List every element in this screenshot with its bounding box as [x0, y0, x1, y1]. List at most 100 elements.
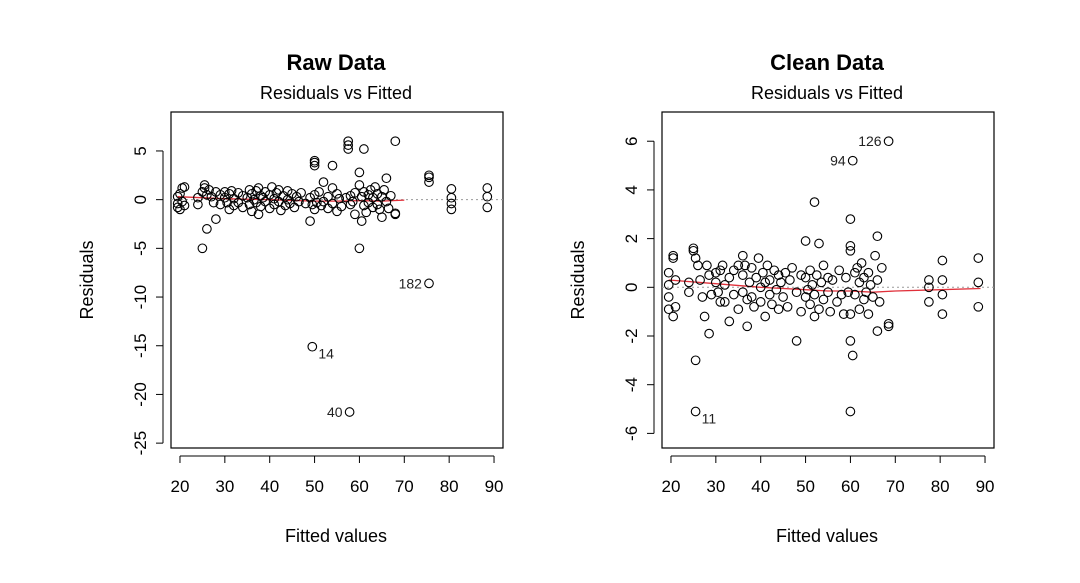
clean-data-residual-point — [697, 292, 708, 302]
clean-data-residual-point — [764, 275, 775, 285]
raw-data-x-tick-label: 30 — [215, 477, 234, 496]
clean-data-residual-point — [717, 260, 728, 271]
raw-data-residual-point — [332, 188, 342, 199]
raw-data-plot-frame — [170, 111, 504, 449]
clean-data-residual-point — [728, 265, 739, 276]
raw-data-residual-point — [280, 200, 291, 211]
clean-data-point-annotation: 11 — [702, 410, 717, 426]
clean-data-residual-point — [937, 309, 948, 319]
raw-data-residual-point — [424, 278, 434, 289]
raw-data-residual-point — [246, 206, 257, 217]
clean-data-residual-point — [805, 265, 815, 276]
raw-data-y-tick-label: -20 — [131, 382, 150, 407]
raw-data-residual-point — [361, 207, 372, 218]
clean-data-residual-point — [787, 262, 797, 273]
clean-data-residual-point — [883, 321, 894, 332]
raw-data-residual-point — [356, 216, 367, 226]
clean-data-residual-point — [702, 260, 712, 271]
clean-data-residual-point — [859, 294, 869, 305]
clean-data-x-tick-label: 60 — [841, 477, 860, 496]
raw-data-x-tick-label: 40 — [260, 477, 279, 496]
clean-data-residual-point — [684, 287, 694, 298]
raw-data-residual-point — [347, 196, 358, 207]
raw-data-residual-point — [377, 212, 387, 223]
clean-data-residual-point — [836, 289, 847, 300]
clean-data-residual-point — [733, 260, 744, 271]
raw-data-residual-point — [179, 182, 190, 192]
clean-data-residual-point — [670, 275, 681, 285]
clean-data-residual-point — [737, 287, 748, 298]
clean-data-residual-point — [845, 214, 856, 224]
clean-data-residual-point — [823, 287, 833, 298]
clean-data-points — [663, 136, 984, 417]
clean-data-residual-point — [760, 311, 771, 322]
raw-data-smoother-line — [177, 196, 405, 202]
clean-data-residual-point — [883, 136, 894, 147]
raw-data-residual-point — [344, 407, 355, 417]
clean-data-residual-point — [841, 272, 851, 283]
clean-data-residual-point — [693, 260, 703, 271]
clean-data-subtitle: Residuals vs Fitted — [751, 83, 903, 103]
raw-data-residual-point — [482, 202, 493, 213]
clean-data-y-tick-label: -4 — [622, 377, 641, 392]
clean-data-residual-point — [684, 277, 694, 288]
clean-data-residual-point — [728, 289, 739, 300]
clean-data-residual-point — [704, 270, 714, 280]
raw-data-residual-point — [370, 182, 380, 192]
raw-data-residual-point — [372, 199, 383, 210]
clean-data-residual-point — [800, 236, 811, 246]
raw-data-residual-point — [314, 187, 324, 197]
raw-data-residual-point — [202, 189, 212, 200]
clean-data-residual-point — [809, 311, 820, 322]
raw-data-residual-point — [383, 203, 394, 214]
raw-data-residual-point — [296, 187, 306, 198]
clean-data-residual-point — [690, 406, 701, 417]
raw-data-residual-point — [323, 191, 333, 202]
clean-data-residual-point — [834, 265, 845, 276]
clean-data-residual-point — [937, 275, 948, 285]
raw-data-residual-point — [211, 214, 221, 224]
clean-data-residual-point — [663, 292, 674, 302]
clean-data-x-axis-label: Fitted values — [776, 526, 878, 546]
clean-data-residual-point — [872, 231, 883, 242]
raw-data-residual-point — [446, 184, 457, 194]
clean-data-residual-point — [845, 309, 856, 319]
clean-data-residual-point — [782, 301, 793, 312]
clean-data-residual-point — [973, 301, 984, 312]
raw-data-residual-point — [294, 196, 304, 207]
clean-data-residual-point — [733, 304, 744, 315]
raw-data-residual-point — [424, 177, 434, 187]
clean-data-residual-point — [973, 253, 984, 263]
raw-data-residual-point — [446, 198, 457, 209]
raw-data-title: Raw Data — [286, 50, 386, 75]
clean-data-residual-point — [737, 250, 748, 261]
raw-data-y-tick-label: -10 — [131, 285, 150, 310]
clean-data-residual-point — [719, 297, 730, 307]
clean-data-y-tick-label: -6 — [622, 426, 641, 441]
clean-data-residual-point — [706, 289, 717, 300]
clean-data-residual-point — [850, 289, 860, 300]
clean-data-y-tick-label: 6 — [622, 136, 641, 145]
raw-data-residual-point — [354, 180, 365, 190]
clean-data-residual-point — [767, 299, 777, 310]
clean-data-residual-point — [670, 301, 681, 312]
clean-data-residual-point — [778, 292, 788, 302]
clean-data-residual-point — [715, 297, 726, 307]
clean-data-residual-point — [724, 316, 735, 327]
raw-data-residual-point — [193, 199, 203, 210]
clean-data-residual-point — [807, 280, 818, 290]
clean-data-x-tick-label: 30 — [706, 477, 725, 496]
raw-data-residual-point — [237, 190, 248, 201]
raw-data-residual-point — [336, 201, 347, 212]
raw-data-residual-point — [172, 198, 183, 209]
clean-data-residual-point — [924, 297, 934, 307]
clean-data-residual-point — [818, 260, 829, 271]
raw-data-residual-point — [260, 196, 271, 207]
raw-data-residual-point — [424, 170, 434, 181]
raw-data-residual-point — [199, 183, 210, 193]
raw-data-residual-point — [215, 199, 226, 210]
raw-data-residual-point — [307, 341, 318, 352]
clean-data-residual-point — [845, 406, 856, 417]
